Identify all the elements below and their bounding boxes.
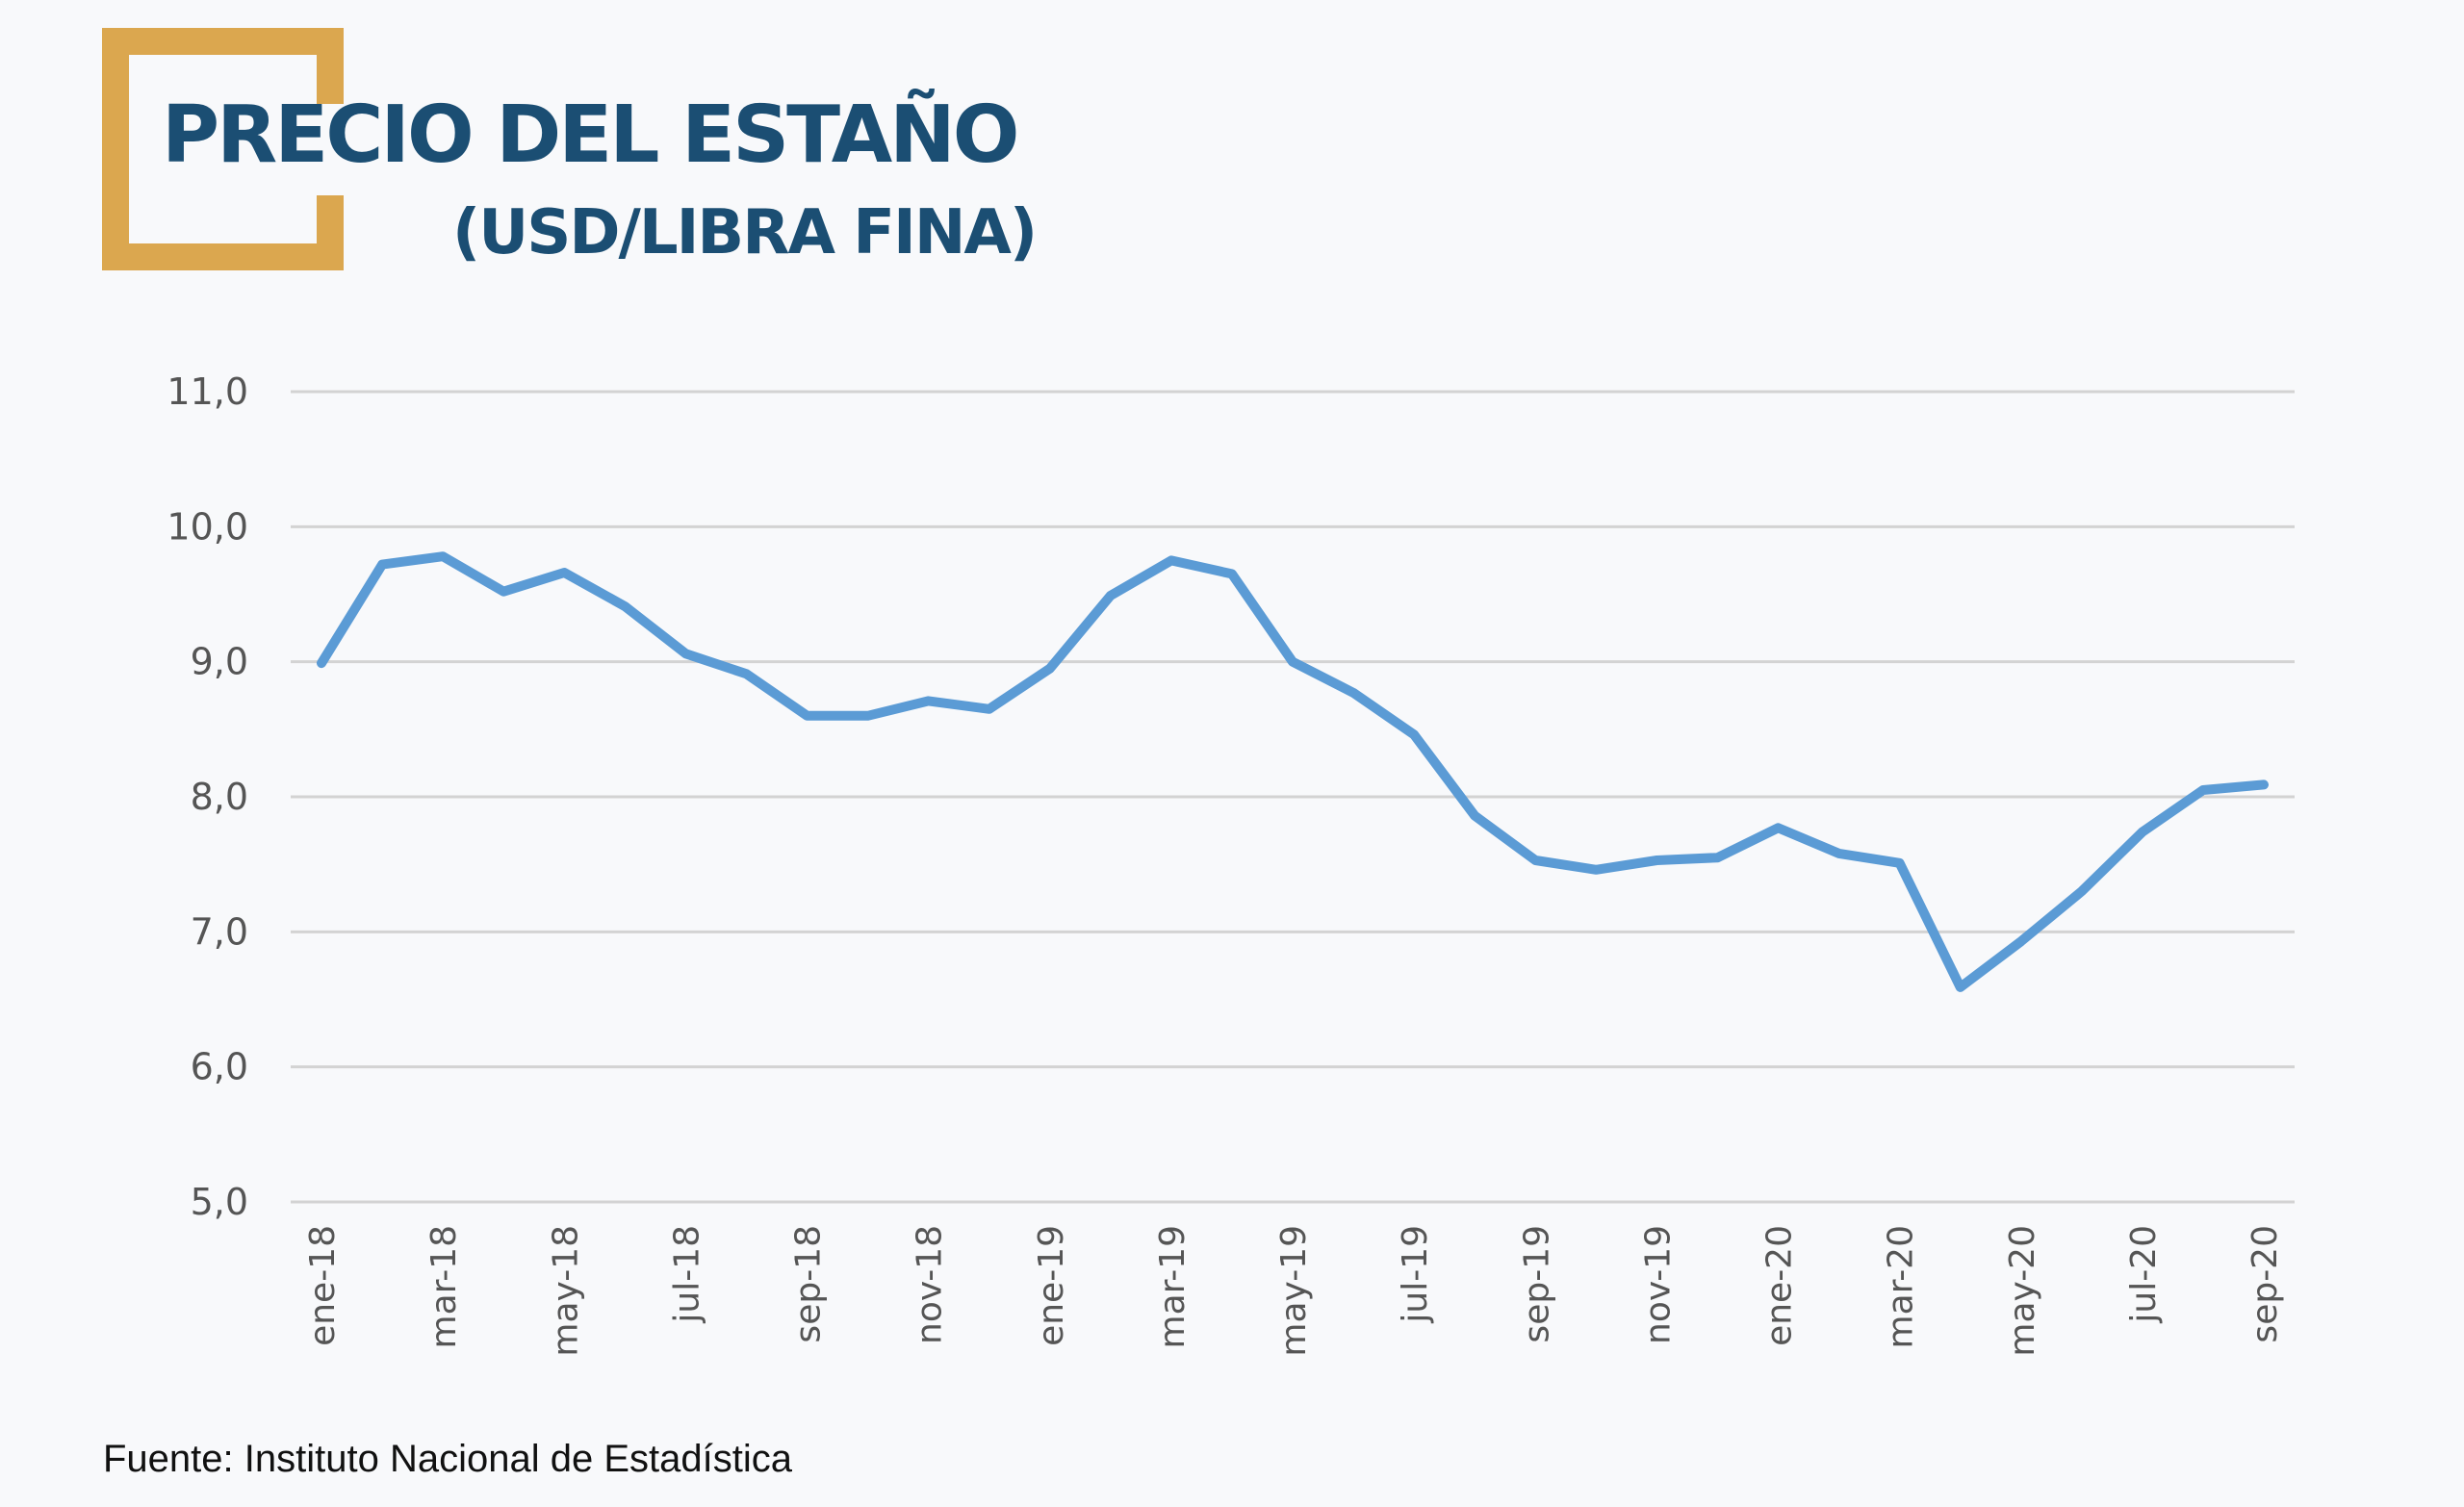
- x-tick-label: mar-19: [1153, 1225, 1193, 1348]
- series-layer: [317, 551, 2269, 992]
- x-tick-label: ene-20: [1760, 1225, 1800, 1346]
- y-tick-label: 5,0: [191, 1181, 248, 1223]
- x-axis-tick-labels: ene-18 mar-18 may-18 jul-18 sep-18 nov-18 ene-…: [303, 1225, 2285, 1357]
- x-tick-label: sep-20: [2246, 1225, 2285, 1343]
- x-tick-label: jul-20: [2124, 1225, 2164, 1324]
- y-tick-label: 8,0: [191, 776, 248, 818]
- title-block: PRECIO DEL ESTAÑO (USD/LIBRA FINA): [0, 0, 1155, 289]
- chart-subtitle: (USD/LIBRA FINA): [452, 197, 1038, 268]
- x-tick-label: mar-20: [1882, 1225, 1921, 1348]
- y-tick-label: 9,0: [191, 641, 248, 683]
- y-tick-label: 7,0: [191, 910, 248, 953]
- x-tick-label: jul-18: [667, 1225, 706, 1324]
- series-line: [317, 551, 2269, 992]
- y-tick-label: 10,0: [167, 505, 248, 548]
- y-axis-tick-labels: 5,0 6,0 7,0 8,0 9,0 10,0 11,0: [167, 370, 248, 1223]
- x-tick-label: sep-18: [789, 1225, 829, 1343]
- source-note: Fuente: Instituto Nacional de Estadístic…: [103, 1438, 792, 1480]
- x-tick-label: may-19: [1274, 1225, 1314, 1357]
- x-tick-label: nov-18: [911, 1225, 950, 1344]
- x-tick-label: jul-19: [1396, 1225, 1435, 1324]
- y-tick-label: 11,0: [167, 370, 248, 413]
- x-tick-label: sep-19: [1517, 1225, 1556, 1343]
- x-tick-label: mar-18: [424, 1225, 464, 1348]
- title-bracket-bottom-right: [241, 195, 344, 270]
- title-bracket-top-right: [241, 28, 344, 104]
- x-tick-label: may-20: [2003, 1225, 2042, 1357]
- grid-lines: [291, 390, 2295, 1204]
- x-tick-label: may-18: [546, 1225, 585, 1357]
- y-tick-label: 6,0: [191, 1046, 248, 1088]
- x-tick-label: ene-18: [303, 1225, 343, 1346]
- x-tick-label: nov-19: [1638, 1225, 1678, 1344]
- chart-title: PRECIO DEL ESTAÑO: [162, 89, 1020, 181]
- x-tick-label: ene-19: [1032, 1225, 1071, 1346]
